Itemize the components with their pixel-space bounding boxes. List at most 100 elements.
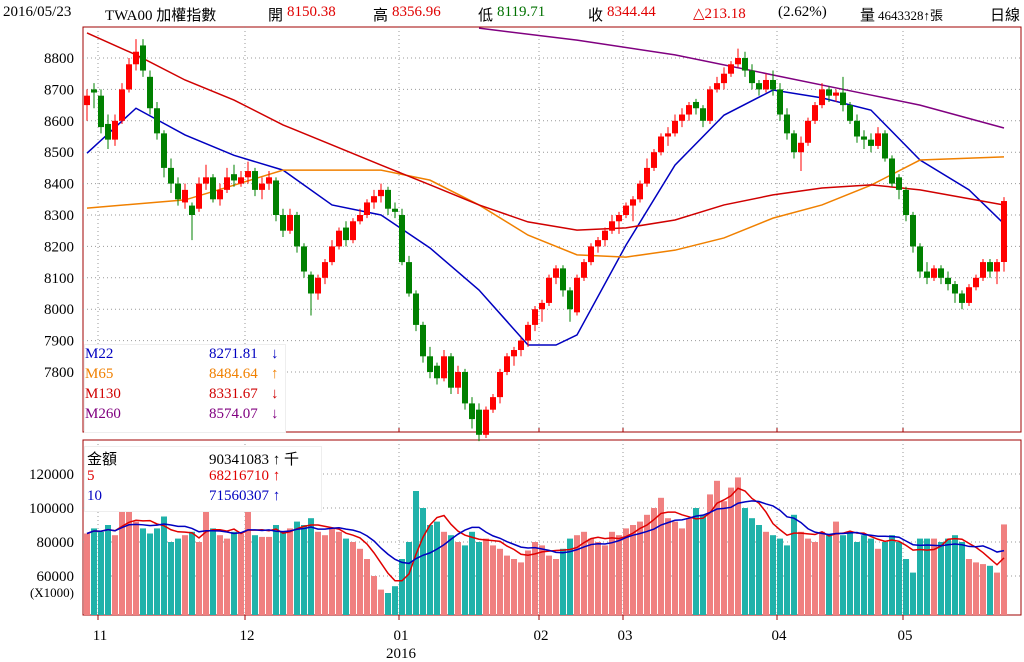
ma-line-M65 xyxy=(86,156,1005,258)
symbol: TWA00 加權指數 xyxy=(105,8,217,24)
candle-body xyxy=(616,215,622,222)
ma-line-M22 xyxy=(86,89,1005,346)
candle-body xyxy=(728,64,734,74)
volume-bar xyxy=(455,542,461,615)
candle-body xyxy=(581,262,587,278)
volume-bar xyxy=(812,542,818,615)
candle-body xyxy=(231,174,237,181)
candle-body xyxy=(518,340,524,351)
candle-body xyxy=(560,268,566,291)
price-tick-label: 8600 xyxy=(44,114,74,130)
period-selector[interactable]: 日線 xyxy=(990,8,1021,24)
price-tick-label: 8100 xyxy=(44,271,74,287)
candle-body xyxy=(371,196,377,203)
candle-body xyxy=(777,89,783,115)
volume-bar xyxy=(189,531,195,615)
candle-body xyxy=(784,114,790,134)
candle-body xyxy=(637,183,643,200)
volume-bar xyxy=(266,536,272,615)
volume-legend: 金額 90341083 ↑ 千 5 68216710 ↑ 10 71560307 ↑ xyxy=(84,446,322,512)
ma-line-M130 xyxy=(86,32,1005,231)
candle-body xyxy=(259,183,265,190)
volume-bar xyxy=(917,538,923,615)
volume-bar xyxy=(959,542,965,615)
ma-legend-row: M130 8331.67 ↓ xyxy=(85,385,285,405)
volume-bar xyxy=(469,531,475,615)
volume-bar xyxy=(952,535,958,615)
volume-bar xyxy=(511,559,517,615)
candle-body xyxy=(700,108,706,121)
candle-body xyxy=(1001,201,1007,262)
candle-body xyxy=(588,246,594,263)
candle-body xyxy=(749,70,755,84)
candle-body xyxy=(196,183,202,209)
candle-body xyxy=(889,158,895,184)
volume-bar xyxy=(175,538,181,615)
candle-body xyxy=(315,277,321,294)
candle-body xyxy=(427,356,433,372)
candle-body xyxy=(413,293,419,325)
volume-label: 量 xyxy=(860,8,876,24)
volume-bar xyxy=(560,548,566,615)
candle-body xyxy=(140,45,146,71)
price-tick-label: 8400 xyxy=(44,177,74,193)
candle-body xyxy=(868,139,874,146)
candle-body xyxy=(378,189,384,197)
volume-bar xyxy=(294,521,300,615)
candle-body xyxy=(497,372,503,398)
volume-bar xyxy=(742,508,748,615)
month-label: 04 xyxy=(772,628,788,644)
volume-bar xyxy=(140,528,146,615)
close-value: 8344.44 xyxy=(607,4,656,20)
volume-bar xyxy=(665,518,671,615)
volume-tick-label: 100000 xyxy=(29,501,74,517)
candle-body xyxy=(154,108,160,134)
candle-body xyxy=(448,356,454,388)
open-value: 8150.38 xyxy=(287,4,336,20)
month-label: 11 xyxy=(93,628,107,644)
ma-arrow-icon: ↓ xyxy=(271,406,279,422)
candle-body xyxy=(476,409,482,435)
price-panel-frame xyxy=(82,26,1022,433)
volume-bar xyxy=(245,511,251,615)
candle-body xyxy=(924,271,930,278)
ma-name: M65 xyxy=(85,366,114,382)
volume-bar xyxy=(903,559,909,615)
volume-bar xyxy=(581,531,587,615)
volume-bar xyxy=(868,538,874,615)
volume-bar xyxy=(623,528,629,615)
volume-bar xyxy=(679,528,685,615)
volume-bar xyxy=(406,542,412,615)
candle-body xyxy=(861,136,867,140)
volume-bar xyxy=(714,480,720,615)
candle-body xyxy=(280,215,286,231)
volume-bar xyxy=(938,542,944,615)
volume-bar xyxy=(728,487,734,615)
volume-bar xyxy=(847,531,853,615)
candle-body xyxy=(686,105,692,115)
volume-bar xyxy=(378,589,384,615)
ma-name: M260 xyxy=(85,406,121,422)
volume-unit-label: (X1000) xyxy=(30,585,74,600)
volume-bar xyxy=(574,535,580,615)
high-label: 高 xyxy=(373,8,389,24)
volume-bar xyxy=(686,518,692,615)
candle-body xyxy=(798,142,804,153)
volume-bar xyxy=(343,538,349,615)
price-tick-label: 8800 xyxy=(44,51,74,67)
volume-bar xyxy=(819,531,825,615)
volume-bar xyxy=(637,521,643,615)
high-value: 8356.96 xyxy=(392,4,441,20)
volume-bar xyxy=(924,538,930,615)
candle-body xyxy=(147,76,153,109)
volume-bar xyxy=(840,535,846,615)
volume-bar xyxy=(322,535,328,615)
volume-bar xyxy=(196,542,202,615)
vol-value: 90341083 ↑ 千 xyxy=(209,452,300,468)
candle-body xyxy=(532,309,538,325)
ma-name: M22 xyxy=(85,346,114,362)
volume-bar xyxy=(546,555,552,615)
volume-bar xyxy=(231,531,237,615)
volume-bar xyxy=(1001,524,1007,615)
